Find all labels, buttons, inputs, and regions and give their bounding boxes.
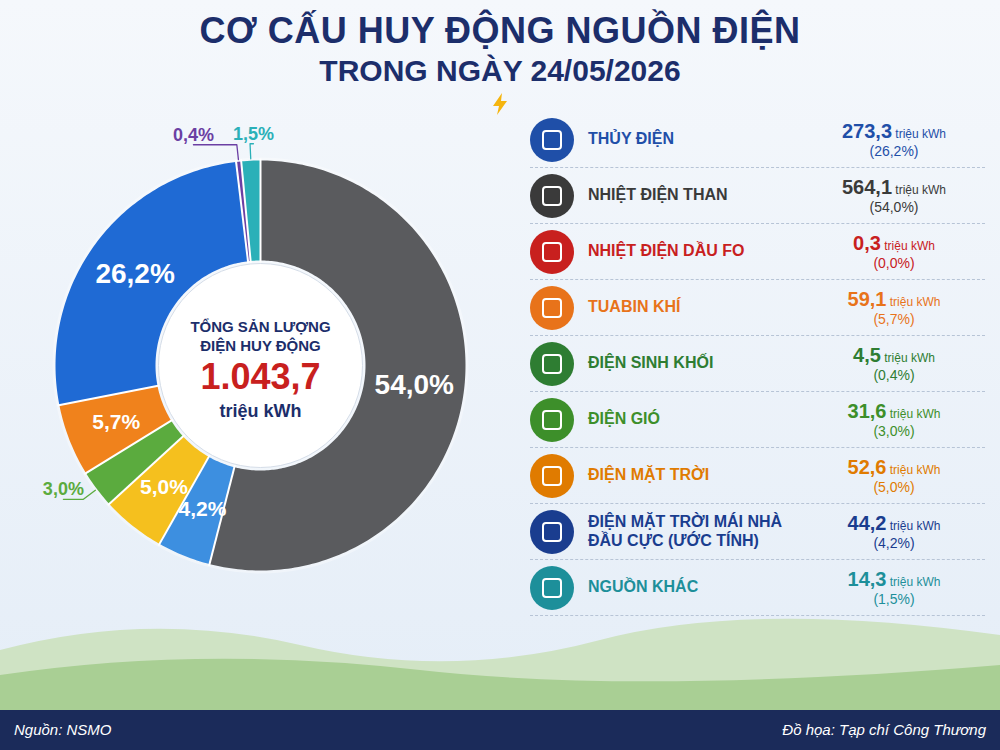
- svg-text:1,5%: 1,5%: [233, 124, 274, 144]
- html-text:NHIỆT ĐIỆN DẦU FO: NHIỆT ĐIỆN DẦU FO: [588, 242, 745, 260]
- html-text:52,6triệu kWh: 52,6triệu kWh: [847, 456, 941, 479]
- svg-text:5,7%: 5,7%: [92, 410, 140, 433]
- html-text:ĐIỆN GIÓ: ĐIỆN GIÓ: [588, 410, 660, 428]
- html-text:(0,0%): (0,0%): [873, 255, 915, 272]
- html-text:ĐIỆN MẶT TRỜI: ĐIỆN MẶT TRỜI: [588, 466, 710, 484]
- html-text:0,3triệu kWh: 0,3triệu kWh: [853, 232, 935, 255]
- html-text:Đồ họa: Tạp chí Công Thương: Đồ họa: Tạp chí Công Thương: [782, 721, 986, 738]
- svg-text:4,2%: 4,2%: [179, 497, 227, 520]
- svg-text:TỔNG SẢN LƯỢNGĐIỆN HUY ĐỘNG: TỔNG SẢN LƯỢNGĐIỆN HUY ĐỘNG: [190, 318, 330, 355]
- html-text:ĐIỆN SINH KHỐI: ĐIỆN SINH KHỐI: [588, 354, 714, 372]
- svg-text:3,0%: 3,0%: [43, 479, 84, 499]
- html-text:Nguồn: NSMO: Nguồn: NSMO: [14, 721, 112, 738]
- html-text:(26,2%): (26,2%): [869, 143, 919, 160]
- html-text:THỦY ĐIỆN: THỦY ĐIỆN: [588, 130, 674, 148]
- html-text:TUABIN KHÍ: TUABIN KHÍ: [588, 298, 681, 316]
- html-text:(5,7%): (5,7%): [873, 311, 915, 328]
- html-text:NGUỒN KHÁC: NGUỒN KHÁC: [588, 578, 699, 596]
- html-text:ĐIỆN MẶT TRỜI MÁI NHÀ ĐẦU CỰC: ĐIỆN MẶT TRỜI MÁI NHÀ ĐẦU CỰC (ƯỚC TÍNH): [588, 513, 783, 549]
- html-text:59,1triệu kWh: 59,1triệu kWh: [847, 288, 941, 311]
- svg-text:5,0%: 5,0%: [140, 474, 188, 497]
- html-text:(4,2%): (4,2%): [873, 535, 915, 552]
- html-text:14,3triệu kWh: 14,3triệu kWh: [847, 568, 941, 591]
- svg-text:54,0%: 54,0%: [375, 369, 454, 400]
- html-text:564,1triệu kWh: 564,1triệu kWh: [842, 176, 946, 199]
- html-text:273,3triệu kWh: 273,3triệu kWh: [842, 120, 946, 143]
- html-text:44,2triệu kWh: 44,2triệu kWh: [847, 512, 941, 535]
- html-text:(0,4%): (0,4%): [873, 367, 915, 384]
- html-text:TRONG NGÀY 24/05/2026: TRONG NGÀY 24/05/2026: [319, 54, 681, 87]
- html-text:(54,0%): (54,0%): [869, 199, 919, 216]
- html-text:(5,0%): (5,0%): [873, 479, 915, 496]
- html-text:(3,0%): (3,0%): [873, 423, 915, 440]
- html-text:4,5triệu kWh: 4,5triệu kWh: [853, 344, 935, 367]
- svg-text:triệu kWh: triệu kWh: [219, 401, 301, 421]
- svg-text:0,4%: 0,4%: [173, 125, 214, 145]
- svg-text:1.043,7: 1.043,7: [200, 356, 320, 397]
- html-text:CƠ CẤU HUY ĐỘNG NGUỒN ĐIỆN: CƠ CẤU HUY ĐỘNG NGUỒN ĐIỆN: [199, 10, 801, 51]
- svg-text:26,2%: 26,2%: [95, 258, 174, 289]
- html-text:31,6triệu kWh: 31,6triệu kWh: [847, 400, 941, 423]
- html-text:(1,5%): (1,5%): [873, 591, 915, 608]
- html-text:NHIỆT ĐIỆN THAN: NHIỆT ĐIỆN THAN: [588, 186, 728, 204]
